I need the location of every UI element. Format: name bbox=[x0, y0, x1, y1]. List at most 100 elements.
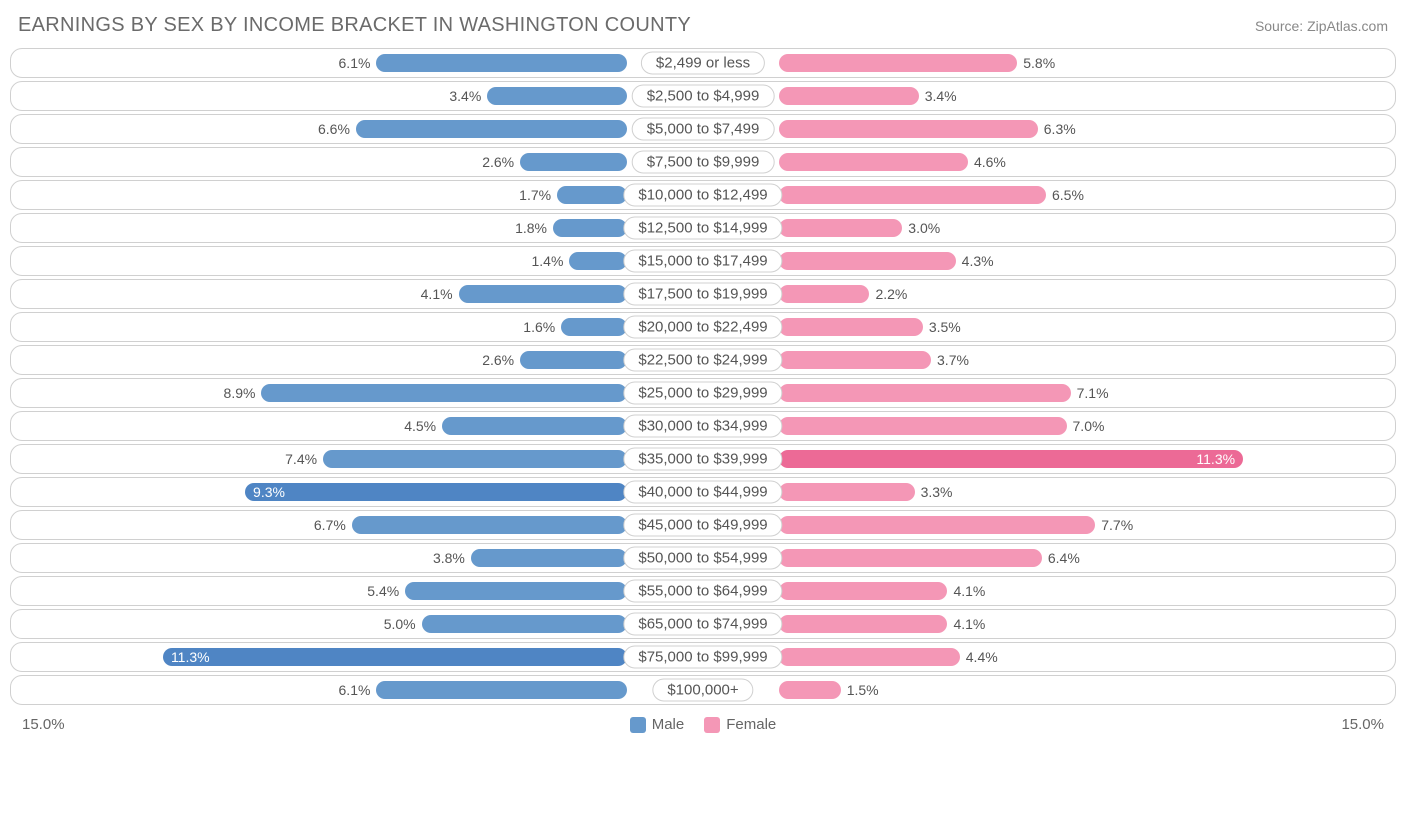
chart-footer: 15.0% Male Female 15.0% bbox=[10, 708, 1396, 737]
male-bar: 3.4% bbox=[487, 87, 627, 105]
male-value: 1.6% bbox=[523, 319, 555, 335]
bracket-label: $2,499 or less bbox=[641, 52, 765, 75]
female-bar: 4.3% bbox=[779, 252, 956, 270]
chart-row: 4.5% 7.0%$30,000 to $34,999 bbox=[10, 411, 1396, 441]
male-value: 3.8% bbox=[433, 550, 465, 566]
female-value: 3.4% bbox=[925, 88, 957, 104]
male-value: 4.5% bbox=[404, 418, 436, 434]
bracket-label: $45,000 to $49,999 bbox=[623, 514, 782, 537]
male-value: 6.1% bbox=[339, 682, 371, 698]
female-bar: 4.1% bbox=[779, 615, 947, 633]
female-bar: 7.0% bbox=[779, 417, 1066, 435]
female-value: 7.1% bbox=[1077, 385, 1109, 401]
bracket-label: $2,500 to $4,999 bbox=[632, 85, 775, 108]
chart-title: EARNINGS BY SEX BY INCOME BRACKET IN WAS… bbox=[18, 14, 691, 37]
bracket-label: $10,000 to $12,499 bbox=[623, 184, 782, 207]
female-value: 11.3% bbox=[1196, 451, 1235, 467]
male-value: 6.1% bbox=[339, 55, 371, 71]
male-bar: 5.4% bbox=[405, 582, 627, 600]
male-value: 2.6% bbox=[482, 352, 514, 368]
chart-row: 1.6%3.5%$20,000 to $22,499 bbox=[10, 312, 1396, 342]
chart-row: 6.6%6.3%$5,000 to $7,499 bbox=[10, 114, 1396, 144]
male-value: 2.6% bbox=[482, 154, 514, 170]
chart-row: 2.6%3.7%$22,500 to $24,999 bbox=[10, 345, 1396, 375]
bracket-label: $30,000 to $34,999 bbox=[623, 415, 782, 438]
female-bar: 11.3% bbox=[779, 450, 1243, 468]
chart-row: 5.0%4.1%$65,000 to $74,999 bbox=[10, 609, 1396, 639]
female-bar: 4.4% bbox=[779, 648, 960, 666]
bracket-label: $12,500 to $14,999 bbox=[623, 217, 782, 240]
male-bar: 7.4% bbox=[323, 450, 627, 468]
bracket-label: $15,000 to $17,499 bbox=[623, 250, 782, 273]
male-bar: 1.6% bbox=[561, 318, 627, 336]
bracket-label: $40,000 to $44,999 bbox=[623, 481, 782, 504]
male-bar: 2.6% bbox=[520, 153, 627, 171]
chart-row: 11.3%4.4%$75,000 to $99,999 bbox=[10, 642, 1396, 672]
legend-swatch-male bbox=[630, 717, 646, 733]
chart-row: 4.1%2.2%$17,500 to $19,999 bbox=[10, 279, 1396, 309]
female-value: 3.5% bbox=[929, 319, 961, 335]
female-bar: 1.5% bbox=[779, 681, 841, 699]
female-value: 4.1% bbox=[953, 616, 985, 632]
bracket-label: $20,000 to $22,499 bbox=[623, 316, 782, 339]
bracket-label: $75,000 to $99,999 bbox=[623, 646, 782, 669]
chart-row: 1.8%3.0%$12,500 to $14,999 bbox=[10, 213, 1396, 243]
female-value: 2.2% bbox=[875, 286, 907, 302]
chart-row: 8.9%7.1%$25,000 to $29,999 bbox=[10, 378, 1396, 408]
female-bar: 6.4% bbox=[779, 549, 1042, 567]
female-bar: 7.7% bbox=[779, 516, 1095, 534]
female-value: 6.5% bbox=[1052, 187, 1084, 203]
bracket-label: $25,000 to $29,999 bbox=[623, 382, 782, 405]
female-value: 3.3% bbox=[921, 484, 953, 500]
male-value: 3.4% bbox=[449, 88, 481, 104]
male-bar: 4.1% bbox=[459, 285, 627, 303]
male-bar: 4.5% bbox=[442, 417, 627, 435]
female-value: 3.7% bbox=[937, 352, 969, 368]
male-value: 1.4% bbox=[532, 253, 564, 269]
chart-row: 6.1% 5.8% $2,499 or less bbox=[10, 48, 1396, 78]
female-bar: 4.1% bbox=[779, 582, 947, 600]
male-bar: 3.8% bbox=[471, 549, 627, 567]
female-value: 6.4% bbox=[1048, 550, 1080, 566]
chart-row: 3.8%6.4%$50,000 to $54,999 bbox=[10, 543, 1396, 573]
female-bar: 2.2% bbox=[779, 285, 869, 303]
bracket-label: $100,000+ bbox=[652, 679, 753, 702]
legend-swatch-female bbox=[704, 717, 720, 733]
chart-row: 1.7% 6.5% $10,000 to $12,499 bbox=[10, 180, 1396, 210]
female-bar: 3.5% bbox=[779, 318, 923, 336]
male-bar: 6.7% bbox=[352, 516, 627, 534]
chart-row: 9.3%3.3%$40,000 to $44,999 bbox=[10, 477, 1396, 507]
male-bar: 6.1% bbox=[376, 681, 626, 699]
female-bar: 6.3% bbox=[779, 120, 1038, 138]
chart-row: 6.1% 1.5% $100,000+ bbox=[10, 675, 1396, 705]
female-bar: 4.6% bbox=[779, 153, 968, 171]
male-value: 5.0% bbox=[384, 616, 416, 632]
male-bar: 6.6% bbox=[356, 120, 627, 138]
chart-row: 3.4%3.4%$2,500 to $4,999 bbox=[10, 81, 1396, 111]
bracket-label: $7,500 to $9,999 bbox=[632, 151, 775, 174]
female-value: 5.8% bbox=[1023, 55, 1055, 71]
male-value: 6.6% bbox=[318, 121, 350, 137]
legend-item-female: Female bbox=[704, 716, 776, 733]
legend-label-male: Male bbox=[652, 716, 685, 733]
legend-item-male: Male bbox=[630, 716, 685, 733]
chart-header: EARNINGS BY SEX BY INCOME BRACKET IN WAS… bbox=[10, 10, 1396, 45]
male-value: 5.4% bbox=[367, 583, 399, 599]
female-bar: 3.3% bbox=[779, 483, 914, 501]
female-bar: 3.4% bbox=[779, 87, 919, 105]
male-value: 4.1% bbox=[421, 286, 453, 302]
male-bar: 8.9% bbox=[261, 384, 626, 402]
bracket-label: $35,000 to $39,999 bbox=[623, 448, 782, 471]
axis-left-max: 15.0% bbox=[22, 716, 65, 733]
bracket-label: $55,000 to $64,999 bbox=[623, 580, 782, 603]
female-value: 4.6% bbox=[974, 154, 1006, 170]
female-bar: 7.1% bbox=[779, 384, 1071, 402]
male-bar: 9.3% bbox=[245, 483, 627, 501]
female-value: 4.1% bbox=[953, 583, 985, 599]
axis-right-max: 15.0% bbox=[1341, 716, 1384, 733]
male-value: 8.9% bbox=[224, 385, 256, 401]
female-value: 1.5% bbox=[847, 682, 879, 698]
female-value: 7.7% bbox=[1101, 517, 1133, 533]
male-value: 1.7% bbox=[519, 187, 551, 203]
chart-row: 6.7%7.7%$45,000 to $49,999 bbox=[10, 510, 1396, 540]
